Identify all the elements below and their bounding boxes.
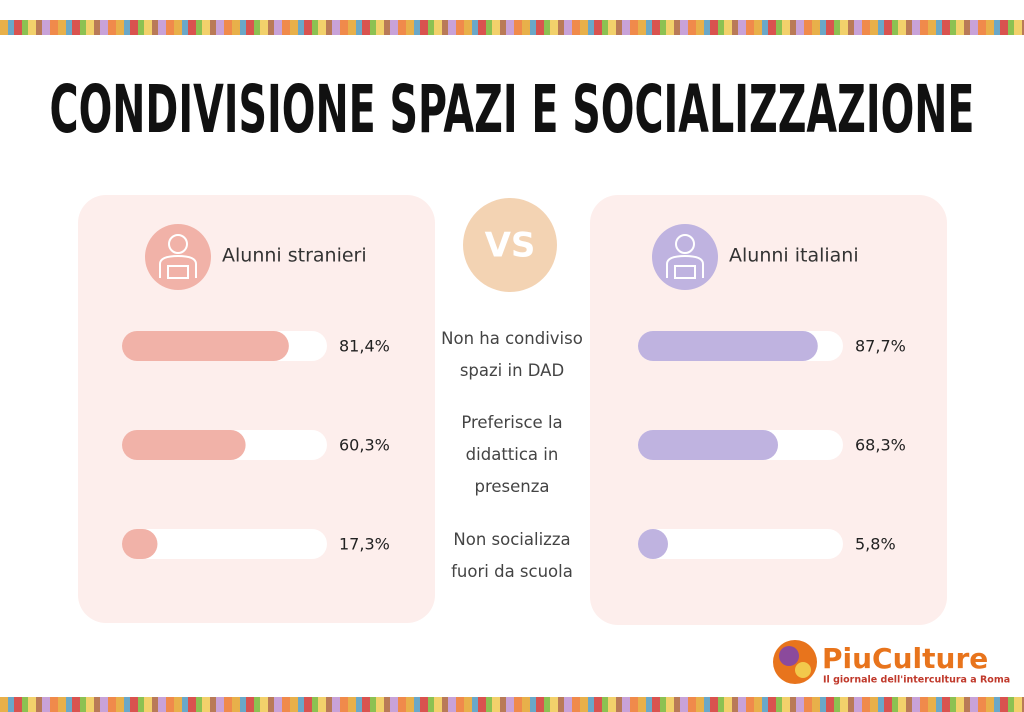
logo-icon xyxy=(779,646,799,666)
value-label: 17,3% xyxy=(339,535,390,554)
legend-label: Alunni stranieri xyxy=(222,245,367,267)
bar xyxy=(122,430,246,460)
bottom-stripe xyxy=(0,697,1024,712)
icon-body xyxy=(159,254,197,279)
bar xyxy=(122,331,289,361)
value-label: 81,4% xyxy=(339,337,390,356)
value-label: 87,7% xyxy=(855,337,906,356)
icon-head xyxy=(675,234,695,254)
panel xyxy=(590,195,947,625)
bar xyxy=(638,430,779,460)
icon-head xyxy=(168,234,188,254)
legend-label: Alunni italiani xyxy=(729,245,859,267)
category-label: Non ha condiviso spazi in DAD xyxy=(441,329,583,380)
bar-track xyxy=(122,529,327,559)
vs-text: VS xyxy=(485,226,536,266)
logo-tagline: Il giornale dell'intercultura a Roma xyxy=(823,675,1010,686)
chart-title: CONDIVISIONE SPAZI E SOCIALIZZAZIONE xyxy=(50,71,975,148)
value-label: 68,3% xyxy=(855,436,906,455)
logo-icon xyxy=(795,662,811,678)
panel xyxy=(78,195,435,623)
bar xyxy=(122,529,158,559)
bar xyxy=(638,331,818,361)
category-label: Preferisce la didattica in presenza xyxy=(461,413,563,496)
vs-badge xyxy=(463,198,557,292)
icon-body xyxy=(666,254,704,279)
top-stripe xyxy=(0,20,1024,35)
value-label: 5,8% xyxy=(855,535,896,554)
value-label: 60,3% xyxy=(339,436,390,455)
logo-name: PiuCulture xyxy=(822,642,988,675)
category-label: Non socializza fuori da scuola xyxy=(451,530,573,581)
bar-track xyxy=(638,529,843,559)
bar xyxy=(638,529,668,559)
